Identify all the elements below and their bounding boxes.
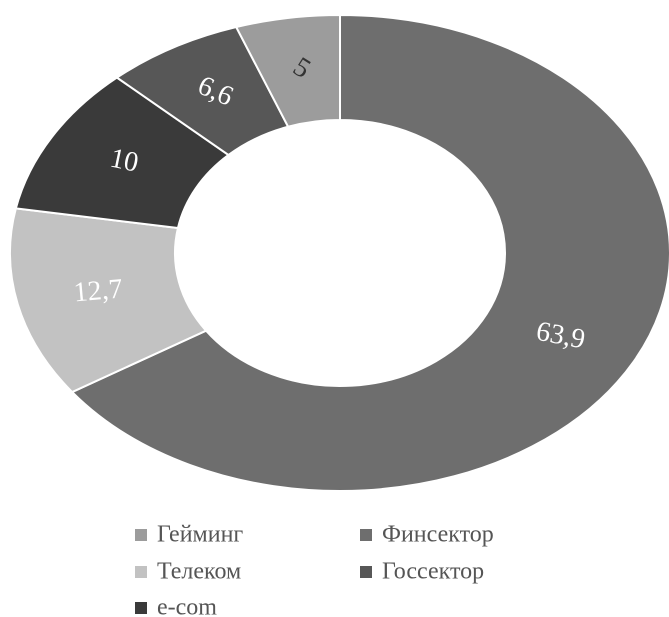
legend-swatch: [360, 529, 372, 541]
legend-swatch: [135, 602, 147, 614]
legend-swatch: [360, 566, 372, 578]
legend-label: Госсектор: [382, 559, 484, 585]
donut-segment: [234, 13, 341, 128]
legend-swatch: [135, 529, 147, 541]
legend-label: Гейминг: [157, 522, 243, 548]
legend-label: e-com: [157, 595, 217, 617]
donut-segment: [70, 13, 669, 492]
legend-swatch: [135, 566, 147, 578]
data-label: 10: [107, 143, 141, 179]
donut-segment: [9, 207, 208, 394]
data-label: 12,7: [72, 273, 124, 308]
legend-label: Финсектор: [382, 522, 494, 548]
legend-label: Телеком: [157, 559, 241, 585]
